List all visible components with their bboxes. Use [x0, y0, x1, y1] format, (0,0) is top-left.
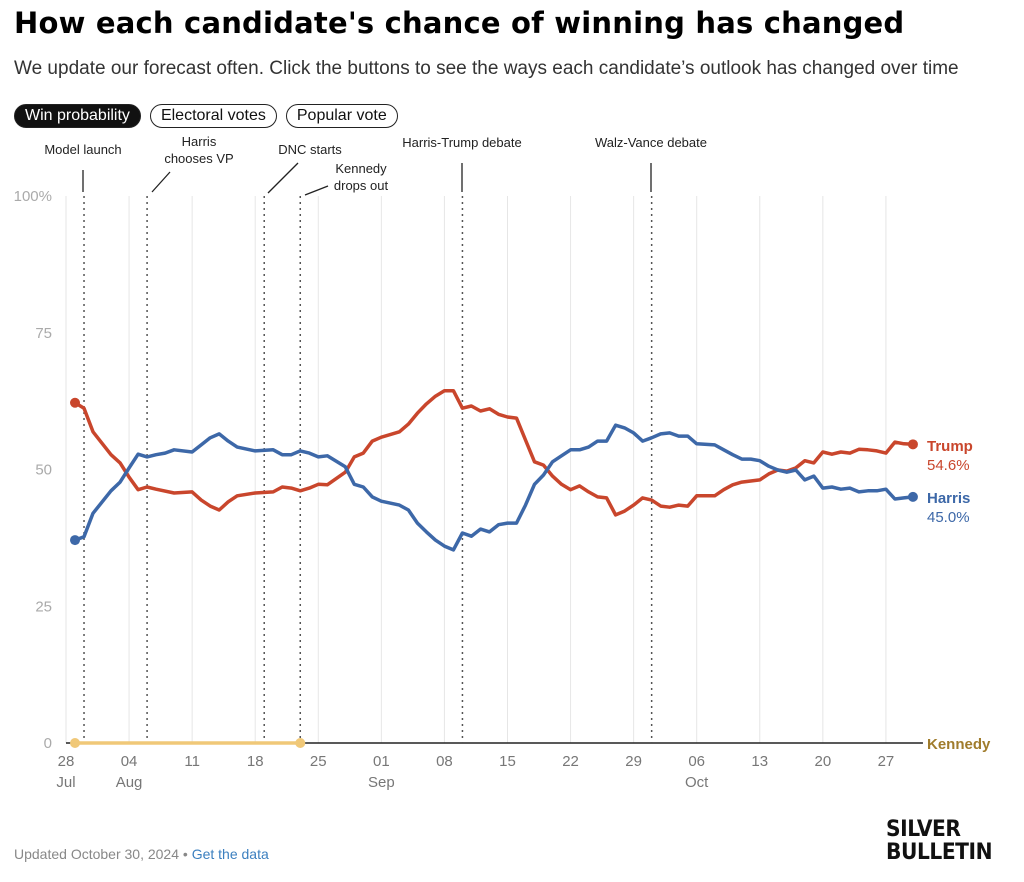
event-label: Harris: [182, 134, 217, 149]
x-tick-label: 06: [688, 753, 705, 770]
get-data-link[interactable]: Get the data: [191, 846, 269, 862]
event-leader-line: [151, 171, 171, 193]
x-tick-label: 11: [184, 753, 200, 770]
event-label: Harris-Trump debate: [402, 135, 521, 150]
kennedy-label: Kennedy: [927, 736, 991, 753]
separator: •: [182, 846, 188, 862]
kennedy-end-dot: [295, 738, 306, 748]
harris-line: [74, 423, 914, 552]
event-leader-line: [267, 162, 299, 194]
event-label: drops out: [334, 178, 389, 193]
x-tick-label: 15: [499, 753, 516, 770]
y-tick-label: 25: [35, 598, 52, 615]
x-tick-label: 28: [58, 753, 75, 770]
trump-line: [74, 388, 913, 517]
popular-vote-button[interactable]: Popular vote: [285, 104, 398, 128]
event-label: Model launch: [44, 142, 121, 157]
x-tick-label: 13: [751, 753, 768, 770]
harris-value: 45.0%: [927, 509, 970, 526]
metric-toggle-group: Win probability Electoral votes Popular …: [14, 104, 398, 128]
x-month-label: Sep: [368, 774, 395, 791]
x-month-label: Aug: [116, 774, 143, 791]
x-tick-label: 25: [310, 753, 327, 770]
x-month-label: Oct: [685, 774, 709, 791]
x-tick-label: 29: [625, 753, 642, 770]
x-tick-label: 27: [878, 753, 895, 770]
trump-end-dot: [907, 439, 918, 450]
harris-end-dot: [907, 491, 918, 502]
event-label: chooses VP: [164, 151, 233, 166]
y-tick-label: 0: [44, 735, 52, 752]
trump-label: Trump: [927, 438, 973, 455]
kennedy-start-dot: [70, 738, 81, 748]
y-tick-label: 100%: [14, 188, 52, 205]
page-title: How each candidate's chance of winning h…: [14, 6, 905, 40]
logo-line-1: SILVER: [886, 817, 961, 842]
event-label: Walz-Vance debate: [595, 135, 707, 150]
x-tick-label: 20: [814, 753, 831, 770]
event-label: DNC starts: [278, 142, 342, 157]
event-leader-line: [304, 185, 329, 196]
win-probability-button[interactable]: Win probability: [14, 104, 141, 128]
harris-label: Harris: [927, 490, 970, 507]
x-tick-label: 01: [373, 753, 390, 770]
electoral-votes-button[interactable]: Electoral votes: [149, 104, 277, 128]
page-subtitle: We update our forecast often. Click the …: [14, 58, 959, 79]
x-month-label: Jul: [56, 774, 75, 791]
event-label: Kennedy: [335, 161, 387, 176]
x-tick-label: 22: [562, 753, 579, 770]
logo-line-2: BULLETIN: [886, 840, 993, 865]
trump-start-dot: [70, 397, 81, 408]
trump-value: 54.6%: [927, 457, 970, 474]
harris-start-dot: [70, 535, 81, 546]
x-tick-label: 08: [436, 753, 453, 770]
x-tick-label: 04: [121, 753, 138, 770]
updated-text: Updated October 30, 2024: [14, 846, 180, 862]
y-tick-label: 50: [35, 462, 52, 479]
footer: Updated October 30, 2024 • Get the data: [14, 846, 269, 862]
x-tick-label: 18: [247, 753, 264, 770]
y-tick-label: 75: [35, 325, 52, 342]
silver-bulletin-logo: SILVER BULLETIN: [886, 817, 993, 865]
